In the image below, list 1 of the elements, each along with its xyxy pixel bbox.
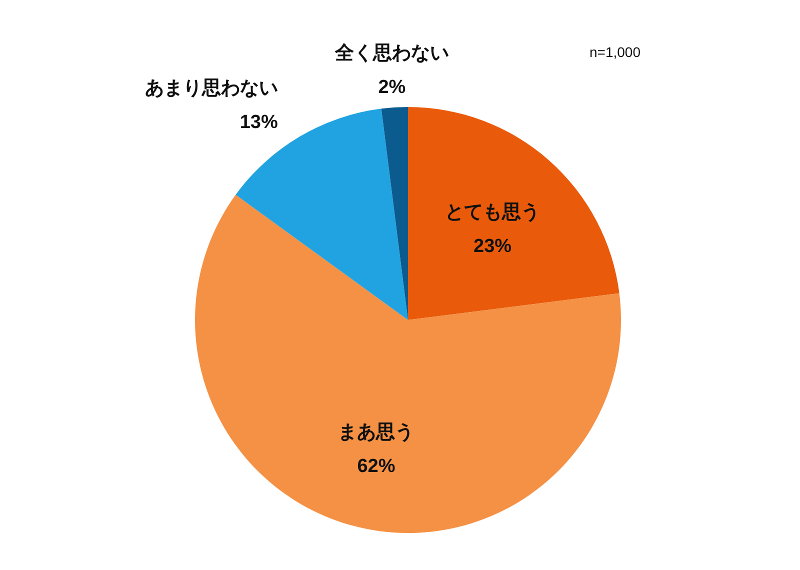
text: n=1,000 — [590, 44, 641, 60]
